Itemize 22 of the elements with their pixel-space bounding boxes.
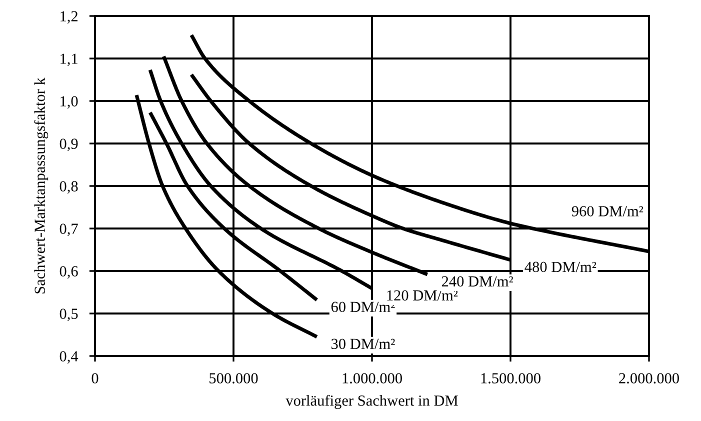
y-tick-label: 1,0 [60, 96, 78, 109]
y-tick-label: 0,7 [60, 224, 78, 236]
y-tick-label: 0,9 [60, 138, 78, 152]
y-tick-label: 0,4 [60, 351, 78, 364]
y-tick-label: 0,6 [60, 266, 78, 279]
series-label: 960 DM/m² [572, 206, 644, 216]
y-axis-title: Sachwert-Marktanpassungsfaktor k [34, 78, 48, 294]
series-label: 30 DM/m² [331, 338, 395, 350]
y-tick-label: 1,1 [60, 54, 78, 66]
x-axis-title: vorläufiger Sachwert in DM [286, 394, 458, 409]
x-tick-label: 2.000.000 [619, 373, 679, 384]
y-tick-label: 1,2 [60, 11, 78, 24]
x-tick-label: 1.500.000 [481, 373, 540, 384]
y-tick-label: 0,8 [60, 181, 78, 194]
series-label: 120 DM/m² [387, 290, 458, 301]
x-tick-label: 500.000 [210, 373, 258, 384]
series-label: 60 DM/m² [331, 302, 395, 312]
series-label: 240 DM/m² [442, 276, 513, 287]
x-tick-label: 1.000.000 [342, 373, 402, 384]
y-tick-label: 0,5 [60, 308, 78, 322]
series-label: 480 DM/m² [524, 262, 596, 272]
x-tick-label: 0 [92, 373, 98, 384]
